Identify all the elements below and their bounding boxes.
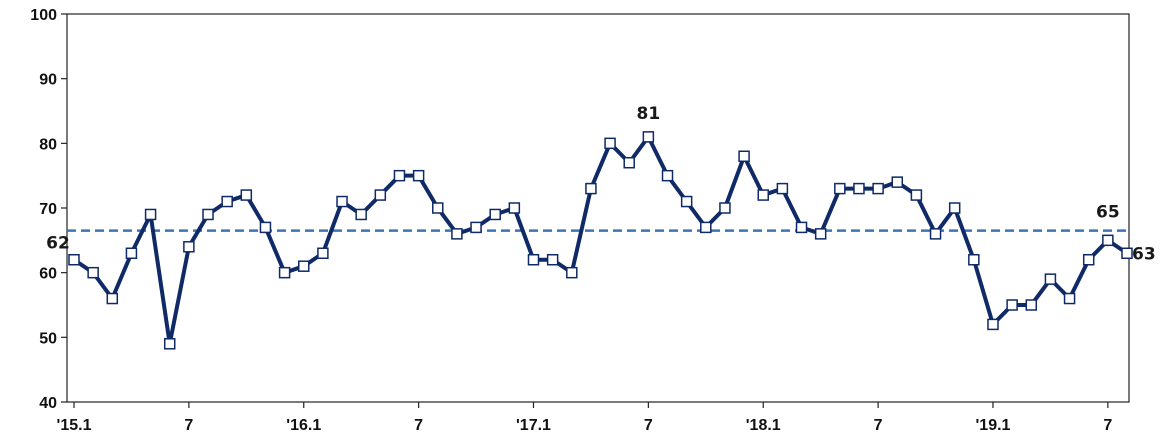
data-point: [948, 202, 961, 214]
x-tick-label: '17.1: [516, 417, 551, 434]
data-point: [891, 176, 904, 188]
data-point: [221, 195, 233, 208]
plot-frame: [66, 13, 1130, 403]
data-point: [87, 266, 99, 279]
y-tick-label: 40: [39, 395, 57, 412]
y-tick-label: 70: [39, 201, 57, 218]
data-point: [393, 169, 406, 182]
data-point: [432, 202, 444, 214]
data-point: [929, 228, 942, 240]
data-point: [68, 253, 80, 266]
series-line: [72, 134, 1129, 346]
data-point: [1121, 247, 1133, 260]
x-tick-label: '18.1: [746, 417, 781, 434]
data-point: [700, 221, 712, 234]
data-point: [623, 156, 635, 169]
y-tick-label: 100: [30, 7, 57, 24]
data-point: [566, 266, 578, 279]
data-point: [240, 189, 253, 201]
data-point: [183, 241, 195, 253]
data-point: [259, 221, 272, 234]
data-label: 62: [46, 234, 70, 254]
x-tick-label: 7: [414, 417, 423, 434]
data-point: [297, 260, 310, 272]
data-point: [317, 247, 329, 260]
y-axis: 40 50 60 70 80 90 100: [30, 7, 67, 412]
data-point: [489, 208, 501, 221]
y-tick-label: 60: [39, 266, 57, 283]
x-tick-label: 7: [644, 417, 653, 434]
data-point: [834, 182, 846, 195]
data-point: [738, 150, 750, 163]
data-point: [163, 338, 176, 350]
data-point: [776, 182, 789, 195]
data-point: [987, 318, 999, 331]
data-point: [451, 228, 463, 240]
x-tick-label: '15.1: [57, 417, 92, 434]
x-axis: '15.1 7 '16.1 7 '17.1 7 '18.1 7 '19.1 7: [57, 402, 1112, 434]
data-point: [508, 202, 521, 214]
data-point: [527, 253, 540, 266]
data-point: [355, 208, 367, 221]
data-label: 63: [1132, 244, 1156, 264]
y-tick-label: 50: [39, 330, 57, 347]
y-tick-label: 80: [39, 136, 57, 153]
data-point: [604, 137, 616, 150]
x-tick-label: 7: [1103, 417, 1112, 434]
x-tick-label: '16.1: [286, 417, 321, 434]
y-tick-label: 90: [39, 72, 57, 89]
data-label: 65: [1096, 202, 1120, 222]
data-point: [719, 202, 731, 214]
data-point: [1082, 253, 1095, 266]
data-point: [278, 266, 291, 279]
data-point: [585, 182, 597, 195]
x-tick-label: 7: [184, 417, 193, 434]
data-point: [680, 195, 693, 208]
data-point: [910, 189, 923, 201]
data-point: [412, 169, 425, 182]
x-tick-label: 7: [874, 417, 883, 434]
markers: [68, 131, 1133, 350]
data-point: [814, 228, 827, 240]
data-point: [336, 195, 348, 208]
data-point: [872, 182, 884, 195]
x-tick-label: '19.1: [976, 417, 1011, 434]
data-label: 81: [637, 104, 661, 124]
data-point: [642, 131, 655, 143]
data-point: [661, 169, 674, 182]
data-point: [1025, 299, 1038, 311]
data-point: [470, 221, 482, 234]
data-point: [144, 208, 157, 221]
data-point: [795, 221, 808, 234]
data-point: [757, 189, 769, 201]
data-point: [968, 253, 980, 266]
data-point: [202, 208, 214, 221]
data-point: [374, 189, 387, 201]
data-point: [1063, 292, 1076, 305]
data-point: [546, 253, 559, 266]
data-point: [1102, 234, 1114, 247]
data-point: [1006, 299, 1018, 311]
data-point: [1044, 273, 1057, 285]
data-point: [106, 292, 119, 305]
data-point: [125, 247, 138, 260]
data-labels: 62 81 65 63: [46, 104, 1156, 264]
data-point: [853, 182, 865, 195]
